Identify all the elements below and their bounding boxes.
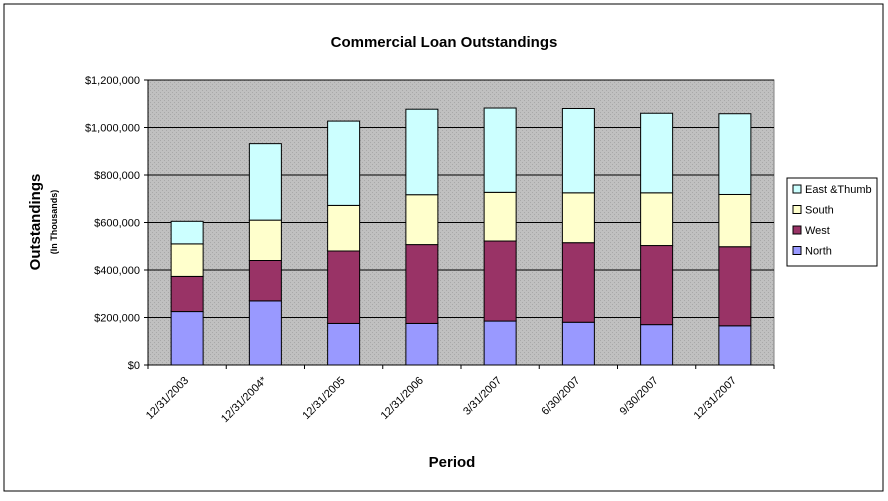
legend: East &Thumb South West North: [786, 177, 878, 267]
chart-title: Commercial Loan Outstandings: [331, 34, 558, 51]
bar-segment-east-thumb: [483, 107, 517, 193]
bar-segment-west: [718, 246, 752, 327]
bar-segment-east-thumb: [170, 220, 204, 245]
y-axis-sublabel: (In Thousands): [49, 190, 59, 255]
bar-segment-east-thumb: [561, 108, 595, 194]
y-tick-label: $800,000: [94, 170, 140, 182]
y-axis-label: Outstandings: [27, 174, 44, 271]
bars: [170, 107, 752, 366]
y-tick-label: $1,000,000: [85, 123, 140, 135]
bar-segment-west: [170, 275, 204, 313]
bar-segment-east-thumb: [248, 143, 282, 221]
bar-segment-north: [483, 320, 517, 366]
bar-segment-south: [561, 192, 595, 244]
bar-segment-west: [640, 245, 674, 326]
bar-segment-north: [718, 325, 752, 366]
legend-swatch: [792, 225, 802, 235]
legend-swatch: [792, 184, 802, 194]
y-tick-label: $1,200,000: [85, 75, 140, 87]
bar-segment-south: [405, 194, 439, 246]
legend-box: [786, 177, 878, 267]
bar-segment-north: [561, 321, 595, 366]
legend-label: South: [805, 205, 834, 217]
bar-segment-east-thumb: [718, 113, 752, 195]
bar-segment-south: [483, 191, 517, 242]
bar-segment-north: [327, 322, 361, 366]
bar-segment-west: [327, 250, 361, 324]
y-tick-label: $0: [128, 360, 140, 372]
bar-segment-south: [640, 192, 674, 247]
legend-swatch: [792, 205, 802, 214]
bar-segment-north: [405, 322, 439, 366]
y-tick-label: $400,000: [94, 265, 140, 277]
bar-segment-west: [405, 244, 439, 324]
y-tick-label: $200,000: [94, 313, 140, 325]
bar-segment-west: [483, 240, 517, 322]
bar-segment-east-thumb: [640, 112, 674, 194]
x-axis-label: Period: [429, 454, 476, 471]
bar-segment-west: [248, 260, 282, 302]
y-axis-ticks: $0 $200,000 $400,000 $600,000 $800,000 $1,000…: [85, 75, 148, 372]
legend-label: East &Thumb: [805, 184, 872, 196]
bar-segment-west: [561, 242, 595, 323]
bar-segment-south: [248, 219, 282, 261]
bar-segment-east-thumb: [327, 120, 361, 206]
legend-label: North: [805, 246, 832, 258]
bar-segment-south: [327, 204, 361, 252]
bar-segment-south: [718, 193, 752, 248]
legend-label: West: [805, 225, 830, 237]
bar-segment-south: [170, 243, 204, 277]
bar-segment-north: [170, 311, 204, 366]
y-tick-label: $600,000: [94, 218, 140, 230]
bar-segment-east-thumb: [405, 108, 439, 196]
bar-segment-north: [248, 300, 282, 366]
legend-swatch: [792, 246, 802, 255]
bar-segment-north: [640, 324, 674, 366]
